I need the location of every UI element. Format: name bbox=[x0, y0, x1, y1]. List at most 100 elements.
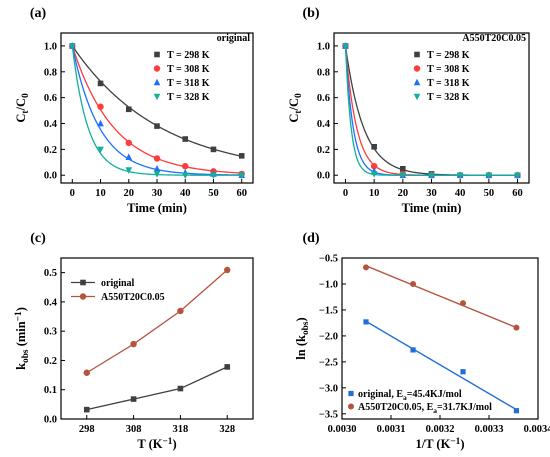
legend-entry: T = 298 K bbox=[167, 50, 210, 61]
data-point bbox=[97, 80, 104, 87]
legend-entry: T = 308 K bbox=[167, 64, 210, 75]
data-point bbox=[83, 369, 90, 376]
x-tick-label: 20 bbox=[124, 188, 135, 199]
x-tick-label: 308 bbox=[126, 424, 142, 435]
legend-entry: A550T20C0.05 bbox=[101, 292, 165, 303]
legend-marker bbox=[413, 93, 421, 101]
x-tick-label: 0.0033 bbox=[475, 424, 504, 435]
y-tick-label: −2.0 bbox=[319, 331, 338, 342]
panel-label: (c) bbox=[30, 231, 46, 246]
panel-label: (b) bbox=[302, 6, 319, 21]
data-point bbox=[154, 123, 160, 129]
legend-entry: T = 318 K bbox=[427, 78, 470, 89]
x-tick-label: 0.0032 bbox=[426, 424, 455, 435]
x-tick-label: 50 bbox=[484, 188, 495, 199]
y-tick-label: 0.2 bbox=[44, 145, 57, 156]
data-point bbox=[153, 171, 161, 178]
legend-entry: T = 308 K bbox=[427, 64, 470, 75]
legend-marker bbox=[80, 279, 86, 286]
data-point bbox=[97, 119, 104, 127]
y-tick-label: −1.5 bbox=[319, 305, 338, 316]
panel-title: A550T20C0.05 bbox=[462, 33, 526, 44]
legend-marker bbox=[153, 78, 161, 86]
data-point bbox=[125, 153, 133, 160]
data-point bbox=[125, 106, 132, 113]
x-tick-label: 0.0034 bbox=[524, 424, 550, 435]
legend-entry: T = 328 K bbox=[427, 92, 470, 103]
x-tick-label: 60 bbox=[236, 188, 247, 199]
legend-marker bbox=[348, 390, 354, 397]
data-point bbox=[224, 364, 231, 370]
legend-marker bbox=[413, 65, 421, 72]
legend-marker bbox=[79, 293, 87, 300]
data-point bbox=[97, 103, 104, 110]
x-tick-label: 298 bbox=[79, 424, 95, 435]
y-tick-label: 0.0 bbox=[317, 171, 330, 182]
data-point bbox=[153, 155, 161, 162]
data-point bbox=[177, 307, 184, 315]
y-tick-label: 0.2 bbox=[44, 356, 57, 367]
data-point bbox=[363, 319, 369, 325]
data-point bbox=[485, 172, 493, 180]
fit-curve bbox=[71, 45, 242, 174]
y-axis-label: ln (kobs) bbox=[294, 317, 311, 359]
data-point bbox=[370, 171, 378, 178]
x-axis-label: T (K−1) bbox=[137, 437, 176, 451]
data-point bbox=[130, 340, 137, 348]
data-point bbox=[514, 172, 521, 180]
x-tick-label: 30 bbox=[152, 188, 163, 199]
x-tick-label: 328 bbox=[219, 424, 235, 435]
y-tick-label: 0.5 bbox=[44, 268, 57, 279]
x-axis-label: 1/T (K−1) bbox=[415, 437, 464, 451]
y-tick-label: 0.0 bbox=[44, 415, 57, 426]
data-point bbox=[177, 385, 184, 392]
y-tick-label: 0.8 bbox=[317, 67, 330, 78]
y-tick-label: 0.6 bbox=[44, 93, 57, 104]
data-point bbox=[456, 172, 464, 180]
data-point bbox=[125, 167, 133, 174]
data-point bbox=[410, 347, 416, 353]
data-point bbox=[371, 143, 377, 150]
data-point bbox=[399, 172, 407, 180]
data-point bbox=[400, 165, 406, 172]
x-tick-label: 30 bbox=[426, 188, 437, 199]
data-point bbox=[210, 172, 217, 180]
data-point bbox=[363, 264, 370, 271]
y-tick-label: 1.0 bbox=[317, 41, 330, 52]
x-tick-label: 10 bbox=[369, 188, 380, 199]
y-axis-label: Ct/C0 bbox=[287, 93, 304, 123]
y-tick-label: −0.5 bbox=[319, 254, 338, 265]
series-line bbox=[86, 269, 228, 374]
x-tick-label: 20 bbox=[398, 188, 409, 199]
y-axis-label: kobs (min−1) bbox=[14, 307, 31, 370]
x-axis-label: Time (min) bbox=[127, 201, 187, 215]
legend-entry: A550T20C0.05, Ea=31.7KJ/mol bbox=[358, 402, 492, 415]
y-tick-label: 0.6 bbox=[317, 93, 330, 104]
legend-entry: T = 328 K bbox=[167, 92, 210, 103]
legend-marker bbox=[153, 93, 161, 101]
x-tick-label: 0 bbox=[343, 188, 348, 199]
data-point bbox=[238, 172, 246, 180]
plot-frame bbox=[60, 257, 254, 420]
data-point bbox=[428, 172, 435, 180]
chart-panel-c: 298 308 318 328 0.0 0.1 0.2 0.3 0.4 0.5 (c) T (K−1)… bbox=[14, 231, 254, 451]
data-point bbox=[153, 164, 161, 172]
data-point bbox=[83, 406, 90, 413]
y-tick-label: 0.4 bbox=[44, 119, 58, 130]
legend-entry: T = 298 K bbox=[427, 50, 470, 61]
data-point bbox=[370, 162, 378, 170]
x-tick-label: 40 bbox=[455, 188, 466, 199]
data-point bbox=[68, 43, 76, 50]
fit-line bbox=[365, 320, 517, 411]
chart-panel-b: 0 10 20 30 40 50 60 0.0 0.2 0.4 0.6 0.8 1.0 (b) A550T2… bbox=[287, 6, 530, 215]
legend-marker bbox=[348, 403, 354, 410]
panel-title: original bbox=[217, 33, 251, 44]
y-tick-label: −1.0 bbox=[319, 279, 338, 290]
series-line bbox=[86, 366, 228, 411]
x-tick-label: 10 bbox=[95, 188, 106, 199]
x-axis-label: Time (min) bbox=[402, 201, 462, 215]
x-tick-label: 0 bbox=[70, 188, 75, 199]
panel-label: (a) bbox=[30, 6, 47, 21]
legend-entry: original bbox=[101, 278, 135, 289]
